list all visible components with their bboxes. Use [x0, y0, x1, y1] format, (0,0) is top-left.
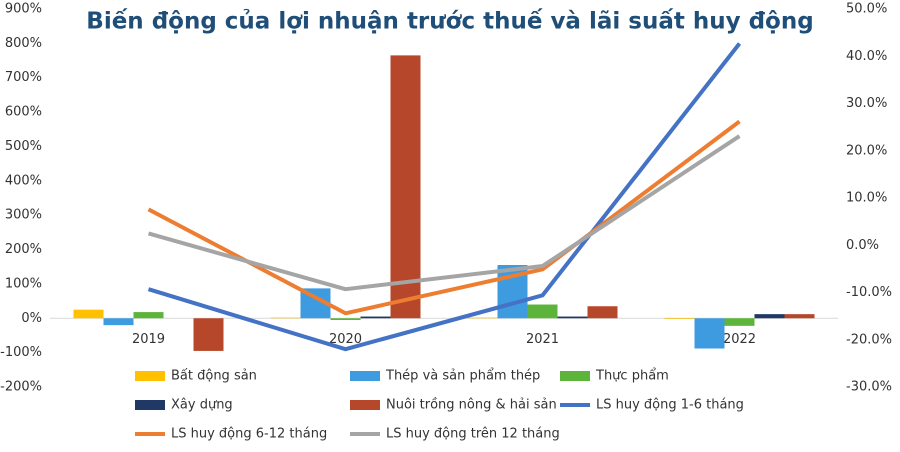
y2-tick-label: 50.0%: [846, 2, 887, 17]
y-tick-label: 200%: [5, 242, 42, 257]
y-tick-label: 100%: [5, 276, 42, 291]
y-tick-label: 700%: [5, 70, 42, 85]
bar: [467, 317, 498, 319]
y2-tick-label: 20.0%: [846, 143, 887, 158]
y2-tick-label: -10.0%: [846, 285, 892, 300]
y-tick-label: 600%: [5, 105, 42, 120]
bar: [527, 304, 558, 319]
y2-tick-label: 0.0%: [846, 238, 879, 253]
legend-label: LS huy động 6-12 tháng: [171, 427, 327, 442]
bar: [270, 317, 301, 319]
y2-tick-label: 10.0%: [846, 191, 887, 206]
y-tick-label: -200%: [0, 380, 42, 395]
y-tick-label: 800%: [5, 36, 42, 51]
chart-title: Biến động của lợi nhuận trước thuế và lã…: [86, 8, 813, 35]
legend-label: Thực phẩm: [595, 369, 669, 384]
line-series: [147, 134, 741, 292]
bar: [133, 312, 164, 319]
y-tick-label: -100%: [0, 345, 42, 360]
legend-swatch: [350, 400, 380, 410]
legend-label: Bất động sản: [171, 369, 257, 384]
bar: [724, 318, 755, 326]
y-tick-label: 500%: [5, 139, 42, 154]
legend-label: LS huy động 1-6 tháng: [596, 398, 744, 413]
y2-tick-label: 40.0%: [846, 49, 887, 64]
y-tick-label: 300%: [5, 208, 42, 223]
x-tick-label: 2022: [723, 332, 756, 347]
legend-label: LS huy động trên 12 tháng: [386, 427, 560, 442]
bar: [587, 306, 618, 319]
x-tick-label: 2021: [526, 332, 559, 347]
line-series: [147, 42, 742, 352]
line-series: [147, 119, 741, 316]
legend-label: Thép và sản phẩm thép: [385, 369, 540, 384]
bar: [557, 316, 588, 319]
y2-tick-label: -30.0%: [846, 380, 892, 395]
legend-swatch: [560, 371, 590, 381]
legend-swatch: [135, 371, 165, 381]
bar: [360, 316, 391, 319]
x-tick-label: 2019: [132, 332, 165, 347]
legend-label: Xây dựng: [171, 398, 233, 413]
y-tick-label: 0%: [21, 311, 42, 326]
bar: [694, 318, 725, 349]
x-tick-label: 2020: [329, 332, 362, 347]
legend-swatch: [135, 400, 165, 410]
bar: [193, 318, 224, 351]
bar: [784, 314, 815, 319]
y2-tick-label: 30.0%: [846, 96, 887, 111]
bar: [754, 314, 785, 319]
y2-tick-label: -20.0%: [846, 332, 892, 347]
bar: [330, 318, 361, 320]
bar: [664, 318, 695, 319]
bar: [73, 309, 104, 319]
y-tick-label: 400%: [5, 173, 42, 188]
legend-label: Nuôi trồng nông & hải sản: [386, 398, 557, 413]
bar: [103, 318, 134, 326]
y-tick-label: 900%: [5, 2, 42, 17]
bar: [390, 55, 421, 319]
legend-swatch: [350, 371, 380, 381]
